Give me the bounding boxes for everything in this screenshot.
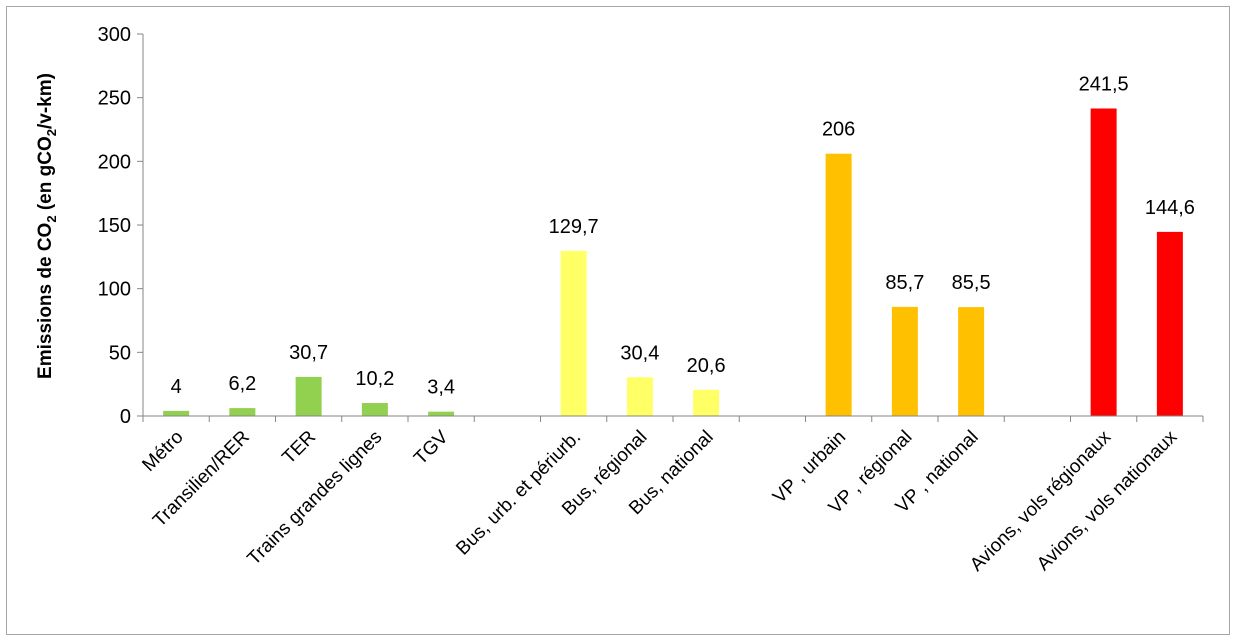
- data-label: 30,7: [289, 342, 328, 364]
- y-axis-ticks: 0 50 100 150 200 250 300: [98, 24, 1204, 428]
- y-tick-label: 0: [120, 406, 131, 428]
- category-label: Bus, urb. et périurb.: [452, 427, 585, 560]
- data-label: 30,4: [620, 342, 659, 364]
- y-axis-label: Emissions de CO2 (en gCO2/v-km): [35, 73, 59, 379]
- bar: [1090, 108, 1117, 417]
- bar: [1156, 231, 1183, 416]
- data-labels: 4 6,2 30,7 10,2 3,4 129,7 30,4 20,6 206 85,7 85,5 2…: [171, 73, 1195, 398]
- data-label: 20,6: [687, 355, 726, 377]
- y-tick-label: 300: [98, 24, 131, 46]
- data-label: 3,4: [427, 377, 455, 399]
- bar: [560, 250, 587, 416]
- y-tick-label: 200: [98, 151, 131, 173]
- bar: [163, 410, 190, 416]
- bar: [958, 307, 985, 416]
- category-label: TER: [278, 427, 320, 469]
- bar: [361, 403, 388, 416]
- data-label: 4: [171, 376, 182, 398]
- bar: [428, 411, 455, 416]
- bar: [891, 306, 918, 416]
- bar: [825, 153, 852, 416]
- data-label: 206: [822, 119, 855, 141]
- bar: [626, 377, 653, 416]
- category-label: Métro: [138, 427, 187, 476]
- y-tick-label: 50: [109, 342, 131, 364]
- data-label: 241,5: [1079, 73, 1129, 95]
- y-tick-label: 100: [98, 279, 131, 301]
- data-label: 85,5: [952, 272, 991, 294]
- data-label: 6,2: [228, 373, 256, 395]
- chart-frame: [6, 6, 1230, 635]
- y-tick-label: 150: [98, 215, 131, 237]
- data-label: 129,7: [549, 216, 599, 238]
- bar: [229, 408, 256, 416]
- category-label: TGV: [410, 426, 453, 469]
- bar: [295, 376, 322, 416]
- data-label: 85,7: [885, 272, 924, 294]
- bar: [693, 389, 720, 416]
- category-label: Trains grandes lignes: [244, 427, 387, 570]
- data-label: 10,2: [355, 368, 394, 390]
- bars: [163, 108, 1183, 417]
- y-tick-label: 250: [98, 88, 131, 110]
- data-label: 144,6: [1145, 197, 1195, 219]
